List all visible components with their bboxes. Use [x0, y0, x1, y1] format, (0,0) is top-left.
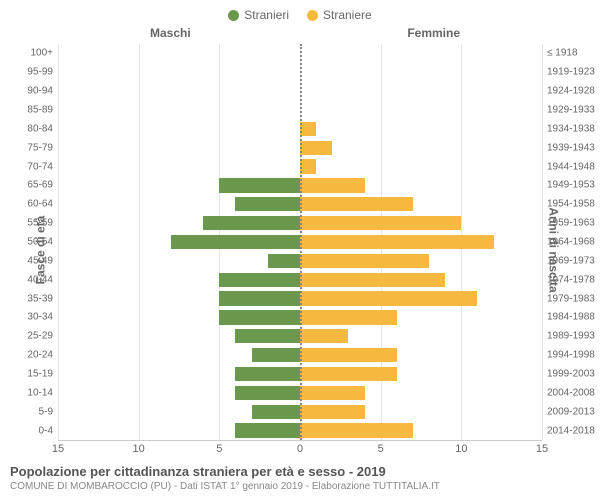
bar-male: [235, 423, 300, 437]
legend: Stranieri Straniere: [0, 0, 600, 26]
bar-female: [300, 329, 348, 343]
bar-female: [300, 291, 477, 305]
chart-subtitle: COMUNE DI MOMBAROCCIO (PU) - Dati ISTAT …: [10, 481, 590, 492]
cohort-label: 1969-1973: [542, 255, 595, 266]
age-label: 65-69: [27, 180, 58, 191]
cohort-label: ≤ 1918: [542, 48, 578, 59]
cohort-label: 2004-2008: [542, 387, 595, 398]
bar-male: [219, 178, 300, 192]
bar-female: [300, 310, 397, 324]
age-label: 75-79: [27, 142, 58, 153]
zero-line: [300, 44, 302, 440]
age-label: 25-29: [27, 331, 58, 342]
bar-male: [235, 367, 300, 381]
legend-label-female: Straniere: [323, 8, 372, 22]
age-label: 80-84: [27, 123, 58, 134]
cohort-label: 1984-1988: [542, 312, 595, 323]
bar-male: [252, 405, 300, 419]
header-female: Femmine: [407, 26, 460, 40]
bar-female: [300, 197, 413, 211]
legend-label-male: Stranieri: [244, 8, 289, 22]
bar-female: [300, 254, 429, 268]
x-tick: 15: [52, 443, 64, 455]
age-label: 85-89: [27, 104, 58, 115]
age-label: 5-9: [39, 406, 58, 417]
cohort-label: 1959-1963: [542, 218, 595, 229]
age-label: 0-4: [39, 425, 58, 436]
bar-male: [235, 329, 300, 343]
cohort-label: 1929-1933: [542, 104, 595, 115]
age-label: 45-49: [27, 255, 58, 266]
bar-male: [235, 386, 300, 400]
chart-footer: Popolazione per cittadinanza straniera p…: [0, 458, 600, 492]
cohort-label: 1939-1943: [542, 142, 595, 153]
age-label: 40-44: [27, 274, 58, 285]
cohort-label: 1994-1998: [542, 350, 595, 361]
bar-female: [300, 405, 365, 419]
x-tick: 15: [536, 443, 548, 455]
age-label: 100+: [30, 48, 58, 59]
header-male: Maschi: [150, 26, 191, 40]
age-label: 90-94: [27, 86, 58, 97]
cohort-label: 2014-2018: [542, 425, 595, 436]
bar-female: [300, 178, 365, 192]
bar-male: [219, 310, 300, 324]
bar-male: [219, 291, 300, 305]
cohort-label: 1979-1983: [542, 293, 595, 304]
bar-female: [300, 367, 397, 381]
cohort-label: 1999-2003: [542, 368, 595, 379]
cohort-label: 1954-1958: [542, 199, 595, 210]
legend-item-female: Straniere: [307, 8, 372, 22]
bar-female: [300, 141, 332, 155]
cohort-label: 1974-1978: [542, 274, 595, 285]
chart-title: Popolazione per cittadinanza straniera p…: [10, 464, 590, 479]
bar-female: [300, 273, 445, 287]
cohort-label: 1924-1928: [542, 86, 595, 97]
bar-female: [300, 386, 365, 400]
bar-female: [300, 159, 316, 173]
cohort-label: 1919-1923: [542, 67, 595, 78]
age-label: 15-19: [27, 368, 58, 379]
bar-female: [300, 423, 413, 437]
age-label: 20-24: [27, 350, 58, 361]
cohort-label: 1944-1948: [542, 161, 595, 172]
bar-male: [252, 348, 300, 362]
age-label: 55-59: [27, 218, 58, 229]
bar-female: [300, 122, 316, 136]
bar-male: [219, 273, 300, 287]
bar-male: [268, 254, 300, 268]
bar-female: [300, 235, 494, 249]
bar-male: [203, 216, 300, 230]
age-label: 30-34: [27, 312, 58, 323]
age-label: 35-39: [27, 293, 58, 304]
x-tick: 5: [378, 443, 384, 455]
cohort-label: 2009-2013: [542, 406, 595, 417]
age-label: 60-64: [27, 199, 58, 210]
x-tick: 10: [133, 443, 145, 455]
bar-female: [300, 348, 397, 362]
x-tick: 10: [455, 443, 467, 455]
cohort-label: 1949-1953: [542, 180, 595, 191]
population-pyramid-chart: Stranieri Straniere Maschi Femmine Fasce…: [0, 0, 600, 500]
bar-male: [171, 235, 300, 249]
cohort-label: 1964-1968: [542, 236, 595, 247]
x-tick: 0: [297, 443, 303, 455]
bar-male: [235, 197, 300, 211]
age-label: 10-14: [27, 387, 58, 398]
x-axis-baseline: [58, 440, 542, 441]
legend-swatch-female: [307, 10, 318, 21]
x-tick: 5: [216, 443, 222, 455]
plot-area: 100+≤ 191895-991919-192390-941924-192885…: [58, 44, 542, 440]
legend-swatch-male: [228, 10, 239, 21]
legend-item-male: Stranieri: [228, 8, 289, 22]
column-headers: Maschi Femmine: [0, 26, 600, 42]
cohort-label: 1989-1993: [542, 331, 595, 342]
age-label: 70-74: [27, 161, 58, 172]
age-label: 95-99: [27, 67, 58, 78]
cohort-label: 1934-1938: [542, 123, 595, 134]
x-axis: 15105051015: [58, 440, 542, 458]
age-label: 50-54: [27, 236, 58, 247]
bar-female: [300, 216, 461, 230]
